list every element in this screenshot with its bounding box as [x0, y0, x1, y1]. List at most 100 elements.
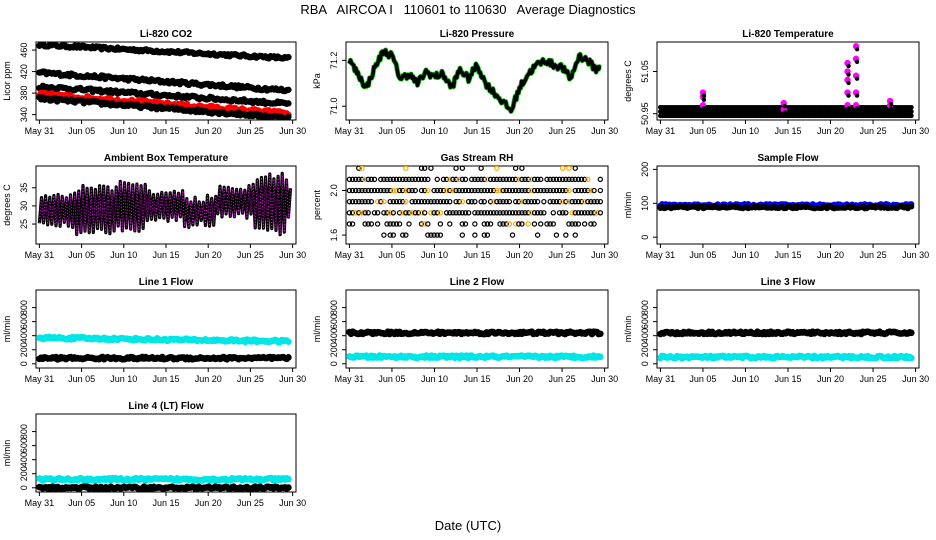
y-axis-label: degrees C: [623, 60, 633, 102]
data-point: [566, 198, 572, 205]
data-point: [597, 210, 604, 216]
data-point: [500, 221, 506, 227]
x-tick-label: Jun 05: [68, 126, 95, 136]
data-point: [494, 210, 500, 216]
data-point: [462, 187, 469, 194]
x-tick-label: Jun 30: [279, 250, 306, 260]
data-point: [525, 198, 531, 205]
data-point: [456, 198, 462, 205]
x-tick-label: Jun 20: [506, 374, 533, 384]
data-point: [556, 198, 563, 205]
x-tick-label: May 31: [335, 126, 365, 136]
x-tick-label: Jun 20: [817, 374, 844, 384]
y-tick-label: 800: [19, 300, 29, 315]
data-point: [352, 176, 359, 183]
data-point: [425, 187, 431, 194]
data-point: [487, 221, 494, 227]
data-point: [387, 187, 393, 194]
data-point: [522, 210, 528, 216]
data-point: [556, 187, 563, 194]
data-point: [478, 166, 484, 171]
data-point: [516, 198, 522, 205]
data-point: [575, 198, 582, 205]
data-point: [346, 210, 353, 216]
data-point: [578, 210, 585, 216]
x-tick-label: Jun 10: [110, 374, 137, 384]
data-point: [390, 176, 397, 183]
data-point: [525, 210, 531, 216]
data-series: [36, 483, 292, 492]
plot-area: [347, 47, 602, 114]
y-tick-label: 51.05: [640, 60, 650, 83]
y-axis-label: degrees C: [2, 184, 12, 226]
data-point: [409, 187, 415, 194]
data-point: [512, 198, 519, 205]
data-point: [431, 210, 437, 216]
x-tick-label: Jun 10: [732, 374, 759, 384]
data-point: [701, 106, 707, 111]
data-point: [349, 187, 356, 194]
data-point: [541, 187, 547, 194]
data-series-green: [347, 47, 602, 114]
data-point: [403, 198, 409, 205]
panel-title: Line 4 (LT) Flow: [128, 401, 204, 412]
plot-area: [657, 328, 915, 362]
x-tick-label: Jun 20: [817, 126, 844, 136]
data-point: [594, 198, 600, 205]
data-point: [409, 210, 415, 216]
x-tick-label: Jun 15: [152, 250, 179, 260]
x-tick-label: May 31: [25, 374, 55, 384]
y-tick-label: 50.95: [640, 102, 650, 125]
data-point: [550, 198, 556, 205]
data-point: [469, 198, 475, 205]
plot-area: [36, 474, 292, 492]
data-point: [544, 221, 550, 227]
data-point: [908, 113, 914, 119]
data-point: [359, 187, 365, 194]
data-point: [371, 187, 378, 194]
data-point: [396, 210, 403, 216]
data-point: [346, 176, 353, 183]
data-point: [428, 232, 434, 238]
panel-2: Li-820 Pressure kPa May 31 Jun 05 Jun 10 Jun …: [312, 29, 618, 136]
data-point: [356, 176, 362, 183]
y-tick-label: 340: [19, 107, 29, 122]
data-point: [440, 187, 447, 194]
y-axis-label: ml/min: [312, 316, 322, 343]
data-point: [396, 187, 403, 194]
data-point: [597, 176, 604, 183]
data-point: [465, 210, 472, 216]
plot-area: [657, 200, 915, 212]
data-point: [421, 176, 428, 183]
plot-area: [36, 333, 292, 363]
data-point: [462, 221, 469, 227]
x-tick-label: Jun 10: [732, 250, 759, 260]
data-point: [447, 176, 453, 183]
panel-6: Sample Flow ml/min May 31 Jun 05 Jun 10 Jun 1…: [623, 153, 929, 260]
data-point: [390, 198, 397, 205]
data-point: [381, 176, 387, 183]
x-tick-label: Jun 30: [591, 374, 618, 384]
data-point: [506, 176, 513, 183]
data-point: [591, 210, 597, 216]
data-point: [854, 106, 860, 111]
x-tick-label: Jun 25: [549, 250, 576, 260]
data-point: [581, 176, 588, 183]
data-point: [541, 210, 547, 216]
data-series-spikes: [699, 43, 894, 115]
data-point: [400, 176, 406, 183]
data-point: [525, 187, 531, 194]
data-point: [846, 80, 851, 86]
data-point: [365, 210, 371, 216]
data-point: [581, 187, 588, 194]
data-point: [566, 187, 572, 194]
y-tick-label: 200: [19, 466, 29, 481]
data-point: [368, 176, 375, 183]
data-point: [572, 176, 578, 183]
data-point: [597, 198, 604, 205]
data-point: [365, 176, 371, 183]
data-point: [547, 221, 553, 227]
panel-title: Ambient Box Temperature: [104, 153, 229, 164]
y-tick-label: 200: [640, 162, 650, 177]
data-point: [456, 176, 462, 183]
